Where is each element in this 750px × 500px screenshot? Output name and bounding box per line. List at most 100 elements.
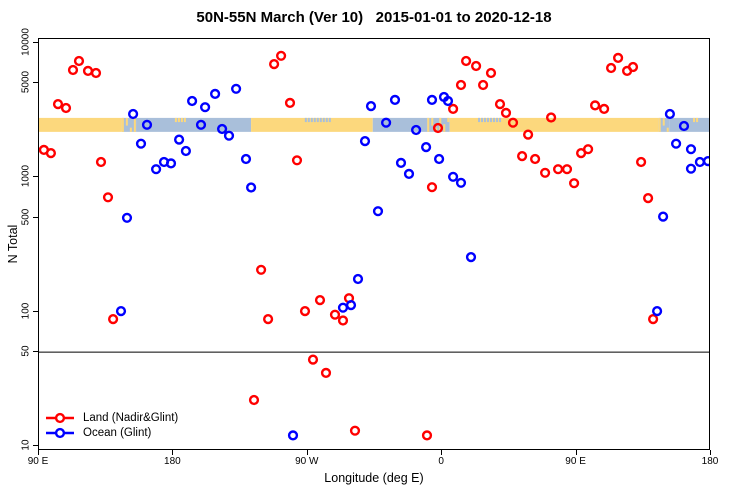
map-band-segment-land <box>449 117 659 132</box>
chart-title: 50N-55N March (Ver 10) 2015-01-01 to 202… <box>196 9 552 26</box>
x-tick-label: 180 <box>701 456 719 467</box>
data-point-ocean <box>685 144 697 155</box>
y-tick-label: 10000 <box>20 28 32 56</box>
map-band-speck <box>319 117 322 123</box>
data-point-ocean <box>337 302 349 313</box>
data-point-land <box>107 314 119 325</box>
data-point-land <box>90 67 102 79</box>
data-point-land <box>95 156 107 168</box>
x-tick-label: 90 E <box>565 456 586 467</box>
map-band-speck <box>129 127 132 132</box>
data-point-land <box>421 430 433 441</box>
map-band-speck <box>443 124 446 132</box>
data-point-land <box>307 354 319 365</box>
data-point-land <box>299 306 311 317</box>
map-band-speck <box>487 117 490 123</box>
legend-item-ocean: Ocean (Glint) <box>46 425 178 440</box>
data-point-land <box>448 103 459 115</box>
legend: Land (Nadir&Glint) Ocean (Glint) <box>46 410 178 440</box>
map-band-speck <box>658 117 661 132</box>
map-band-segment-land <box>251 117 373 132</box>
data-point-ocean <box>217 123 228 135</box>
data-point-land <box>627 61 639 73</box>
data-point-ocean <box>651 306 663 317</box>
map-band-speck <box>174 117 177 123</box>
legend-label-land: Land (Nadir&Glint) <box>83 411 179 424</box>
legend-item-land: Land (Nadir&Glint) <box>46 410 178 425</box>
map-band-segment-mix <box>121 117 137 132</box>
map-band-speck <box>490 117 493 123</box>
map-band-speck <box>493 117 496 123</box>
data-point-land <box>530 153 541 165</box>
x-tick-label: 180 <box>164 456 181 467</box>
map-band-speck <box>125 117 128 126</box>
data-point-ocean <box>411 124 422 136</box>
data-point-ocean <box>121 212 133 223</box>
data-point-land <box>461 55 472 67</box>
data-point-land <box>276 50 287 61</box>
data-point-land <box>337 315 349 326</box>
data-point-land <box>523 129 534 140</box>
data-point-ocean <box>187 95 198 107</box>
data-point-land <box>635 156 647 168</box>
data-point-land <box>561 164 573 175</box>
y-tick-label: 10 <box>20 439 32 451</box>
map-band-speck <box>121 117 124 132</box>
data-point-land <box>500 107 512 119</box>
legend-symbol-land <box>46 412 74 423</box>
x-tick-label: 0 <box>438 456 444 467</box>
data-point-land <box>647 314 659 325</box>
data-point-land <box>329 309 341 320</box>
data-point-land <box>426 182 438 193</box>
y-tick-mark <box>33 444 38 446</box>
data-point-ocean <box>115 306 127 317</box>
data-point-ocean <box>127 108 139 120</box>
data-point-ocean <box>434 153 445 165</box>
x-tick-mark <box>306 450 308 455</box>
data-point-land <box>45 147 56 159</box>
data-point-ocean <box>345 300 357 311</box>
data-point-ocean <box>426 94 438 106</box>
x-tick-mark <box>710 450 711 455</box>
data-point-ocean <box>670 138 682 149</box>
data-point-land <box>432 122 444 134</box>
map-band-speck <box>325 117 328 123</box>
data-point-land <box>545 112 557 123</box>
data-point-ocean <box>352 273 364 285</box>
data-point-land <box>256 264 267 275</box>
data-point-land <box>349 425 361 436</box>
data-point-land <box>605 62 617 74</box>
data-point-land <box>314 295 326 306</box>
data-point-ocean <box>165 158 177 169</box>
data-point-ocean <box>395 157 407 169</box>
x-tick-label: 90 E <box>27 456 49 467</box>
map-band-speck <box>183 117 186 123</box>
map-band-speck <box>322 117 325 123</box>
data-point-land <box>552 164 564 175</box>
data-point-ocean <box>210 88 221 100</box>
y-tick-label: 100 <box>20 302 32 319</box>
y-axis-title: N Total <box>6 224 20 264</box>
data-point-land <box>582 144 594 155</box>
map-band-speck <box>180 117 183 123</box>
data-point-ocean <box>195 119 207 130</box>
map-band-speck <box>328 117 331 123</box>
data-point-land <box>52 98 64 110</box>
data-point-land <box>589 100 601 111</box>
y-tick-mark <box>33 351 38 353</box>
data-point-ocean <box>442 95 454 107</box>
x-tick-mark <box>575 450 577 455</box>
map-band-speck <box>431 117 434 126</box>
y-tick-mark <box>33 310 38 312</box>
data-point-land <box>642 193 654 204</box>
map-band-speck <box>693 117 696 123</box>
data-point-ocean <box>455 177 467 188</box>
map-band-speck <box>662 117 665 126</box>
data-point-land <box>291 155 303 166</box>
data-point-ocean <box>200 102 211 113</box>
data-point-ocean <box>135 138 147 149</box>
data-point-land <box>612 52 624 64</box>
plot-svg <box>39 50 709 441</box>
data-point-ocean <box>448 171 459 182</box>
data-point-ocean <box>657 211 669 222</box>
